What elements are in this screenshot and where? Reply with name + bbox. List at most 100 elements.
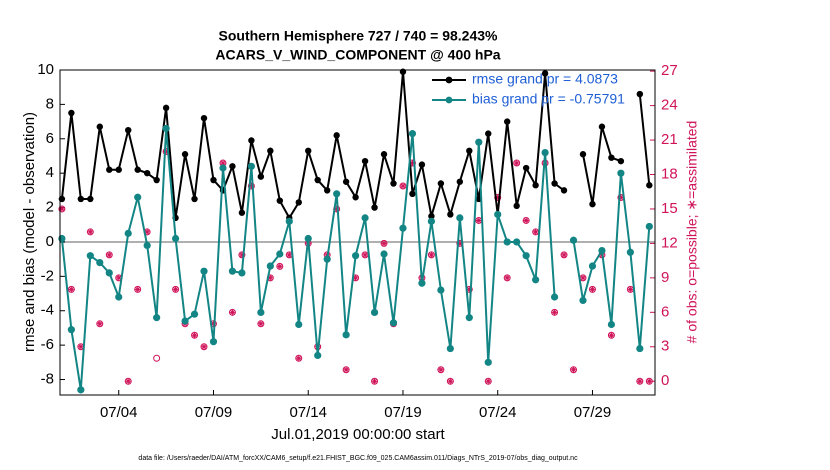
series-point xyxy=(285,217,293,225)
obs-assimilated xyxy=(589,286,596,293)
plot-frame xyxy=(59,69,656,396)
series-point xyxy=(105,269,113,277)
series-point xyxy=(257,173,265,180)
chart-subtitle: ACARS_V_WIND_COMPONENT @ 400 hPa xyxy=(215,47,500,63)
series-point xyxy=(617,157,625,165)
obs-assimilated xyxy=(333,205,340,212)
obs-assimilated xyxy=(494,194,501,201)
series-point xyxy=(522,164,530,172)
series-point xyxy=(466,147,473,155)
x-tick-label: 07/19 xyxy=(384,404,422,421)
y-axis-label: rmse and bias (model - observation) xyxy=(21,112,38,352)
obs-assimilated xyxy=(456,240,463,247)
obs-assimilated xyxy=(144,228,151,235)
series-point xyxy=(437,286,445,294)
y2-tick-label: 24 xyxy=(661,97,678,114)
series-point xyxy=(513,202,520,210)
series-point xyxy=(162,124,170,133)
series-point xyxy=(333,132,340,139)
series-point xyxy=(371,204,378,211)
obs-assimilated xyxy=(58,205,65,212)
obs-assimilated xyxy=(219,160,226,167)
series-point xyxy=(96,123,103,130)
y-tick-label: 2 xyxy=(46,199,54,216)
series-point xyxy=(191,195,198,203)
series-point xyxy=(238,209,246,216)
obs-assimilated xyxy=(428,251,435,258)
legend-marker xyxy=(445,96,453,104)
series-point xyxy=(352,194,359,201)
series-point xyxy=(314,176,321,184)
series-point xyxy=(418,279,426,287)
series-point xyxy=(569,236,578,244)
obs-assimilated xyxy=(352,274,359,281)
series-point xyxy=(550,293,559,301)
y-tick-label: 10 xyxy=(37,61,54,78)
series-point xyxy=(588,262,597,270)
obs-possible xyxy=(153,354,161,362)
obs-assimilated xyxy=(286,251,293,258)
obs-assimilated xyxy=(371,378,378,385)
series-point xyxy=(247,162,255,170)
y2-tick-label: 0 xyxy=(661,372,669,389)
series-point xyxy=(645,222,653,231)
legend-label: bias grand pr = -0.75791 xyxy=(472,91,625,107)
obs-assimilated xyxy=(504,274,511,281)
series-point xyxy=(598,123,606,130)
series-point xyxy=(323,255,331,263)
series-point xyxy=(342,331,350,339)
y2-axis-label: # of obs: o=possible; ∗=assimilated xyxy=(684,121,700,344)
series-point xyxy=(228,267,237,275)
series-point xyxy=(124,229,132,237)
series-point xyxy=(304,234,312,243)
obs-assimilated xyxy=(381,240,388,247)
obs-assimilated xyxy=(77,343,84,350)
series-point xyxy=(153,314,161,322)
x-tick-label: 07/09 xyxy=(195,404,233,421)
series-point xyxy=(456,214,464,222)
series-point xyxy=(503,118,511,125)
y-tick-label: 4 xyxy=(46,164,54,181)
obs-assimilated xyxy=(125,378,132,385)
x-tick-label: 07/24 xyxy=(479,404,517,421)
series-point xyxy=(238,269,246,277)
series-point xyxy=(437,180,445,187)
series-point xyxy=(257,308,265,317)
series-point xyxy=(181,151,189,158)
series-point xyxy=(162,104,170,112)
series-point xyxy=(361,214,369,222)
obs-assimilated xyxy=(191,332,198,339)
y2-tick-label: 15 xyxy=(661,200,678,217)
series-point xyxy=(352,252,360,260)
obs-assimilated xyxy=(523,217,530,224)
obs-assimilated xyxy=(447,378,454,385)
series-point xyxy=(266,262,274,270)
series-point xyxy=(190,310,199,318)
series-point xyxy=(77,195,85,203)
series-point xyxy=(106,166,113,173)
chart-title: Southern Hemisphere 727 / 740 = 98.243% xyxy=(219,28,499,44)
series-point xyxy=(513,238,521,246)
series-point xyxy=(494,210,502,219)
series-point xyxy=(171,234,180,243)
y2-tick-label: 9 xyxy=(661,269,669,286)
series-point xyxy=(409,190,416,198)
obs-assimilated xyxy=(68,286,75,293)
obs-assimilated xyxy=(343,366,350,373)
series-point xyxy=(295,320,303,329)
series-point xyxy=(636,344,644,353)
obs-assimilated xyxy=(295,355,302,362)
y2-tick-label: 21 xyxy=(661,131,678,148)
series-point xyxy=(541,70,549,77)
series-point xyxy=(532,182,539,189)
series-point xyxy=(115,293,123,301)
obs-assimilated xyxy=(551,309,558,316)
series-point xyxy=(77,386,85,394)
series-point xyxy=(532,276,540,284)
obs-assimilated xyxy=(257,320,264,327)
y-tick-label: -8 xyxy=(41,370,54,387)
obs-assimilated xyxy=(532,228,539,235)
x-tick-label: 07/29 xyxy=(574,404,612,421)
series-point xyxy=(380,250,388,258)
series-point xyxy=(399,224,407,232)
